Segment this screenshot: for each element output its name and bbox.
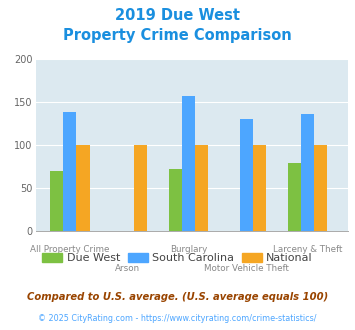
Text: © 2025 CityRating.com - https://www.cityrating.com/crime-statistics/: © 2025 CityRating.com - https://www.city… [38,314,317,323]
Bar [169,169,182,231]
Text: Burglary: Burglary [170,245,207,254]
Bar [63,112,76,231]
Text: Arson: Arson [115,264,140,273]
Bar [134,145,147,231]
Bar [195,145,208,231]
Bar [253,145,266,231]
Text: Motor Vehicle Theft: Motor Vehicle Theft [204,264,289,273]
Bar [314,145,327,231]
Text: Property Crime Comparison: Property Crime Comparison [63,28,292,43]
Legend: Due West, South Carolina, National: Due West, South Carolina, National [42,253,313,263]
Bar [301,114,314,231]
Text: Compared to U.S. average. (U.S. average equals 100): Compared to U.S. average. (U.S. average … [27,292,328,302]
Bar [182,96,195,231]
Bar [50,171,63,231]
Bar [288,163,301,231]
Text: Larceny & Theft: Larceny & Theft [273,245,342,254]
Text: All Property Crime: All Property Crime [30,245,110,254]
Bar [240,118,253,231]
Text: 2019 Due West: 2019 Due West [115,8,240,23]
Bar [76,145,89,231]
